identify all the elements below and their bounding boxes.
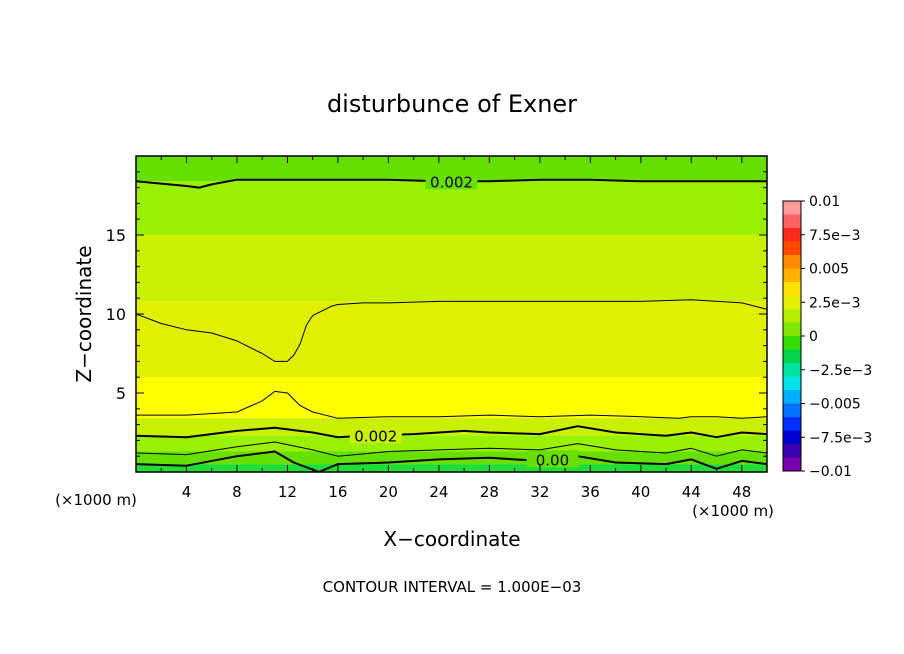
colorbar-label-8: −0.01 [809, 464, 852, 480]
colorbar-label-5: −2.5e−3 [809, 363, 872, 379]
contour-label-0: 0.002 [430, 173, 473, 191]
contour-label-5: 0.00 [536, 451, 569, 469]
x-tick-label-5: 24 [429, 483, 448, 501]
colorbar-segment-18 [783, 444, 801, 458]
colorbar-segment-12 [783, 363, 801, 377]
colorbar-segment-1 [783, 214, 801, 229]
x-tick-label-2: 12 [278, 483, 297, 501]
x-tick-label-9: 40 [631, 483, 650, 501]
contour-band-4 [136, 377, 767, 419]
x-tick-label-3: 16 [328, 483, 347, 501]
contour-lines [136, 178, 767, 472]
contour-line-0 [136, 178, 767, 189]
x-axis-unit-right: (×1000 m) [692, 502, 774, 520]
contour-label-bg-0 [425, 172, 478, 190]
colorbar-segment-15 [783, 403, 801, 418]
x-tick-label-0: 4 [182, 483, 192, 501]
contour-label-3: 0.002 [354, 427, 397, 445]
colorbar-label-1: 7.5e−3 [809, 228, 861, 244]
x-tick-label-8: 36 [581, 483, 600, 501]
colorbar-segment-17 [783, 430, 801, 445]
x-tick-label-1: 8 [232, 483, 242, 501]
colorbar-label-4: 0 [809, 329, 818, 345]
contour-line-5 [136, 450, 767, 472]
colorbar-label-2: 0.005 [809, 262, 849, 278]
colorbar-label-3: 2.5e−3 [809, 295, 861, 311]
colorbar-segment-0 [783, 201, 801, 215]
contour-band-1 [136, 181, 767, 235]
colorbar-segment-11 [783, 349, 801, 364]
colorbar-segment-16 [783, 417, 801, 431]
y-axis-ticks: 5 10 15 [106, 171, 767, 457]
y-tick-label-0: 5 [116, 384, 126, 403]
colorbar-label-0: 0.01 [809, 194, 840, 210]
colorbar-segment-8 [783, 309, 801, 323]
colorbar-segment-9 [783, 322, 801, 337]
colorbar-segment-10 [783, 336, 801, 350]
colorbar-label-6: −0.005 [809, 397, 861, 413]
contour-line-2 [136, 390, 767, 419]
colorbar-segment-5 [783, 268, 801, 283]
colorbar-segment-19 [783, 457, 801, 472]
colorbar-segment-4 [783, 255, 801, 269]
x-axis-unit-left: (×1000 m) [55, 491, 137, 509]
contour-band-6 [136, 435, 767, 452]
contour-fill [136, 156, 767, 472]
colorbar-segment-6 [783, 282, 801, 296]
x-axis-label: X−coordinate [383, 527, 520, 551]
colorbar-segment-2 [783, 228, 801, 242]
colorbar-labels: 0.01 7.5e−3 0.005 2.5e−3 0 −2.5e−3 −0.005 −7.5e… [801, 194, 872, 480]
contour-band-8 [136, 464, 767, 472]
colorbar [782, 200, 802, 472]
y-axis-label: Z−coordinate [72, 245, 96, 382]
chart-title: disturbunce of Exner [327, 90, 577, 118]
colorbar-segment-14 [783, 390, 801, 404]
x-tick-label-7: 32 [530, 483, 549, 501]
x-tick-label-4: 20 [379, 483, 398, 501]
contour-label-bg-5 [526, 450, 579, 468]
colorbar-label-7: −7.5e−3 [809, 430, 872, 446]
colorbar-segment-7 [783, 295, 801, 310]
x-tick-label-11: 48 [732, 483, 751, 501]
y-tick-label-1: 10 [106, 305, 126, 324]
colorbar-segment-13 [783, 376, 801, 391]
contour-band-3 [136, 301, 767, 378]
contour-label-bg-3 [349, 426, 402, 444]
contour-line-4 [136, 441, 767, 457]
contour-line-3 [136, 425, 767, 439]
x-tick-label-6: 28 [480, 483, 499, 501]
contour-line-1 [136, 299, 767, 362]
colorbar-segment-3 [783, 241, 801, 256]
x-tick-label-10: 44 [682, 483, 701, 501]
x-axis-ticks: 4 8 12 16 20 24 28 32 36 40 44 48 [160, 156, 751, 501]
contour-interval-footer: CONTOUR INTERVAL = 1.000E−03 [323, 578, 582, 596]
y-tick-label-2: 15 [106, 226, 126, 245]
contour-labels: 0.002 0.002 0.00 [349, 172, 579, 469]
contour-band-2 [136, 235, 767, 302]
contour-band-5 [136, 418, 767, 436]
